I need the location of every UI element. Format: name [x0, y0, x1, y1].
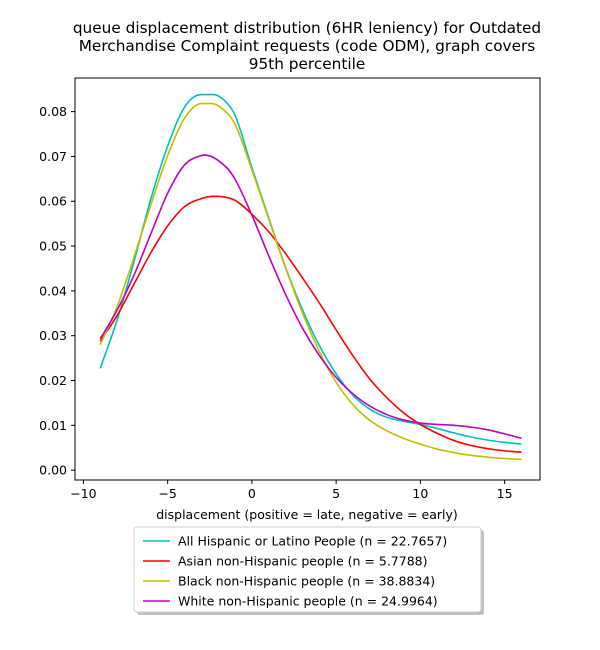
y-tick-label: 0.05 [39, 239, 67, 254]
y-tick-label: 0.07 [39, 149, 67, 164]
series-line-2 [99, 102, 522, 461]
chart-title-line: Merchandise Complaint requests (code ODM… [78, 37, 536, 55]
x-tick-label: −10 [70, 486, 96, 501]
x-tick-label: 5 [332, 486, 340, 501]
y-tick-label: 0.08 [39, 104, 67, 119]
chart-title: queue displacement distribution (6HR len… [0, 19, 600, 73]
legend-label-1: Asian non-Hispanic people (n = 5.7788) [178, 554, 428, 569]
x-axis: −10 −5 0 5 10 15 [70, 480, 513, 501]
x-axis-label: displacement (positive = late, negative … [156, 507, 458, 522]
y-tick-label: 0.03 [39, 328, 67, 343]
x-tick-label: 0 [248, 486, 256, 501]
chart-title-line: queue displacement distribution (6HR len… [72, 19, 542, 37]
legend-label-2: Black non-Hispanic people (n = 38.8834) [178, 574, 435, 589]
y-tick-label: 0.06 [39, 194, 67, 209]
chart-title-line: 95th percentile [248, 55, 366, 73]
legend: All Hispanic or Latino People (n = 22.76… [133, 526, 484, 615]
y-tick-label: 0.01 [39, 418, 67, 433]
series-line-1 [99, 195, 522, 454]
y-tick-label: 0.00 [39, 463, 67, 478]
legend-label-0: All Hispanic or Latino People (n = 22.76… [178, 534, 447, 549]
y-axis: 0.00 0.01 0.02 0.03 0.04 0.05 0.06 0.07 0.08 [39, 104, 75, 478]
series-layer [99, 93, 522, 461]
plot-area-frame [74, 77, 541, 481]
series-line-3 [99, 154, 522, 440]
x-tick-label: 10 [412, 486, 428, 501]
legend-label-3: White non-Hispanic people (n = 24.9964) [178, 594, 438, 609]
y-tick-label: 0.04 [39, 283, 67, 298]
legend-box [133, 526, 482, 613]
x-tick-label: −5 [158, 486, 176, 501]
y-tick-label: 0.02 [39, 373, 67, 388]
x-tick-label: 15 [497, 486, 513, 501]
series-line-0 [99, 93, 522, 445]
